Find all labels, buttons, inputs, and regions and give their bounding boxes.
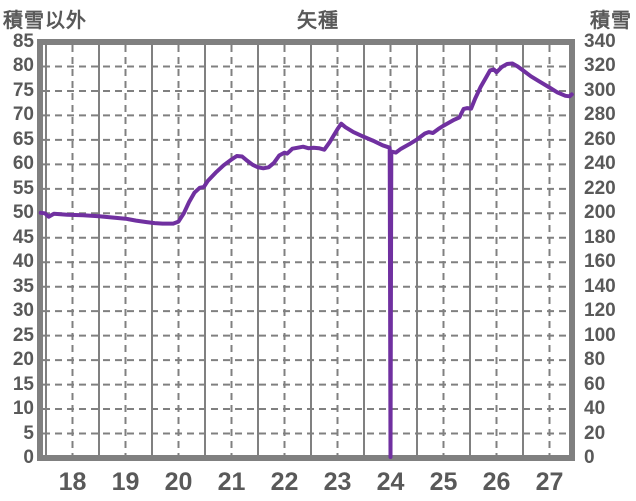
right-tick-120: 120	[584, 300, 616, 322]
left-tick-15: 15	[12, 373, 34, 395]
right-tick-100: 100	[584, 324, 616, 346]
right-tick-340: 340	[584, 31, 616, 52]
right-tick-220: 220	[584, 177, 616, 199]
left-tick-70: 70	[12, 104, 34, 126]
chart-title: 矢種	[297, 10, 339, 32]
x-tick-21: 21	[217, 468, 246, 496]
right-tick-40: 40	[584, 398, 606, 420]
x-tick-23: 23	[323, 468, 352, 496]
snow-depth-line	[38, 61, 574, 459]
right-tick-140: 140	[584, 275, 616, 297]
left-tick-60: 60	[12, 153, 34, 175]
left-tick-50: 50	[12, 202, 34, 224]
left-tick-20: 20	[12, 349, 34, 371]
left-tick-85: 85	[12, 31, 34, 52]
left-tick-45: 45	[12, 226, 34, 248]
plot-border	[37, 39, 575, 461]
right-tick-280: 280	[584, 104, 616, 126]
x-tick-24: 24	[376, 468, 405, 496]
right-tick-180: 180	[584, 226, 616, 248]
left-tick-40: 40	[12, 251, 34, 273]
right-tick-200: 200	[584, 202, 616, 224]
right-tick-300: 300	[584, 79, 616, 101]
right-tick-240: 240	[584, 153, 616, 175]
right-tick-60: 60	[584, 373, 606, 395]
left-tick-65: 65	[12, 128, 34, 150]
left-tick-5: 5	[23, 422, 34, 444]
left-tick-30: 30	[12, 300, 34, 322]
left-tick-25: 25	[12, 324, 34, 346]
x-tick-26: 26	[482, 468, 511, 496]
x-tick-19: 19	[111, 468, 140, 496]
left-tick-80: 80	[12, 55, 34, 77]
right-tick-320: 320	[584, 55, 616, 77]
x-tick-25: 25	[429, 468, 458, 496]
left-tick-10: 10	[12, 398, 34, 420]
right-tick-260: 260	[584, 128, 616, 150]
x-tick-22: 22	[270, 468, 299, 496]
left-tick-55: 55	[12, 177, 34, 199]
right-tick-160: 160	[584, 251, 616, 273]
left-axis-title: 積雪以外	[3, 10, 87, 32]
right-tick-80: 80	[584, 349, 606, 371]
right-axis-title: 積雪	[590, 10, 632, 32]
right-tick-0: 0	[584, 447, 595, 468]
right-tick-20: 20	[584, 422, 606, 444]
left-tick-0: 0	[23, 447, 34, 468]
left-tick-75: 75	[12, 79, 34, 101]
x-tick-27: 27	[535, 468, 564, 496]
x-tick-18: 18	[58, 468, 87, 496]
left-tick-35: 35	[12, 275, 34, 297]
x-tick-20: 20	[164, 468, 193, 496]
